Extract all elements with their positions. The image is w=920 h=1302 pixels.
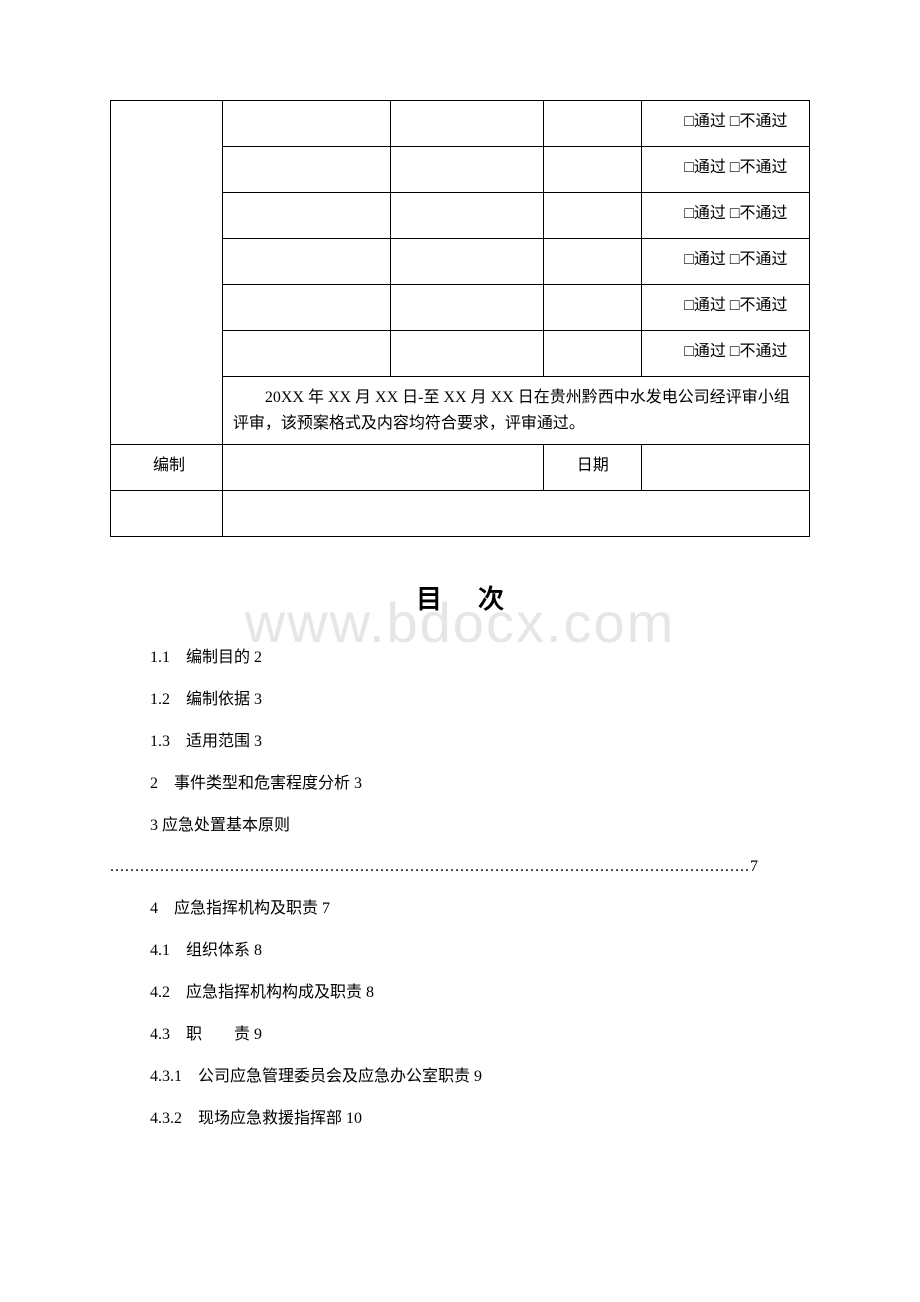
table-row: □通过 □不通过 xyxy=(111,101,810,147)
toc-item: 4.1 组织体系 8 xyxy=(150,939,810,963)
status-cell: □通过 □不通过 xyxy=(642,285,810,331)
toc-leader: ........................................… xyxy=(110,856,810,878)
toc-title: 目次 xyxy=(110,579,810,616)
review-table: □通过 □不通过 □通过 □不通过 □通过 □不通过 □通过 □不通过 □通过 … xyxy=(110,100,810,537)
toc-item: 4.3.2 现场应急救援指挥部 10 xyxy=(150,1107,810,1131)
toc-item: 4.3 职 责 9 xyxy=(150,1023,810,1047)
date-label: 日期 xyxy=(544,445,642,491)
toc-item: 1.3 适用范围 3 xyxy=(150,730,810,754)
status-cell: □通过 □不通过 xyxy=(642,101,810,147)
toc-list: 1.1 编制目的 2 1.2 编制依据 3 1.3 适用范围 3 2 事件类型和… xyxy=(110,646,810,838)
toc-item: 2 事件类型和危害程度分析 3 xyxy=(150,772,810,796)
compile-label: 编制 xyxy=(111,445,223,491)
status-cell: □通过 □不通过 xyxy=(642,147,810,193)
status-cell: □通过 □不通过 xyxy=(642,193,810,239)
toc-item: 1.2 编制依据 3 xyxy=(150,688,810,712)
summary-cell: 20XX 年 XX 月 XX 日-至 XX 月 XX 日在贵州黔西中水发电公司经… xyxy=(222,377,809,445)
toc-item: 4 应急指挥机构及职责 7 xyxy=(150,897,810,921)
toc-title-a: 目 xyxy=(416,585,442,614)
toc-title-b: 次 xyxy=(478,585,504,614)
toc-item: 4.2 应急指挥机构构成及职责 8 xyxy=(150,981,810,1005)
status-cell: □通过 □不通过 xyxy=(642,331,810,377)
compile-row: 编制 日期 xyxy=(111,445,810,491)
toc-item: 4.3.1 公司应急管理委员会及应急办公室职责 9 xyxy=(150,1065,810,1089)
status-cell: □通过 □不通过 xyxy=(642,239,810,285)
toc-item: 3 应急处置基本原则 xyxy=(150,814,810,838)
footer-row xyxy=(111,491,810,537)
toc-item: 1.1 编制目的 2 xyxy=(150,646,810,670)
toc-list: 4 应急指挥机构及职责 7 4.1 组织体系 8 4.2 应急指挥机构构成及职责… xyxy=(110,897,810,1131)
